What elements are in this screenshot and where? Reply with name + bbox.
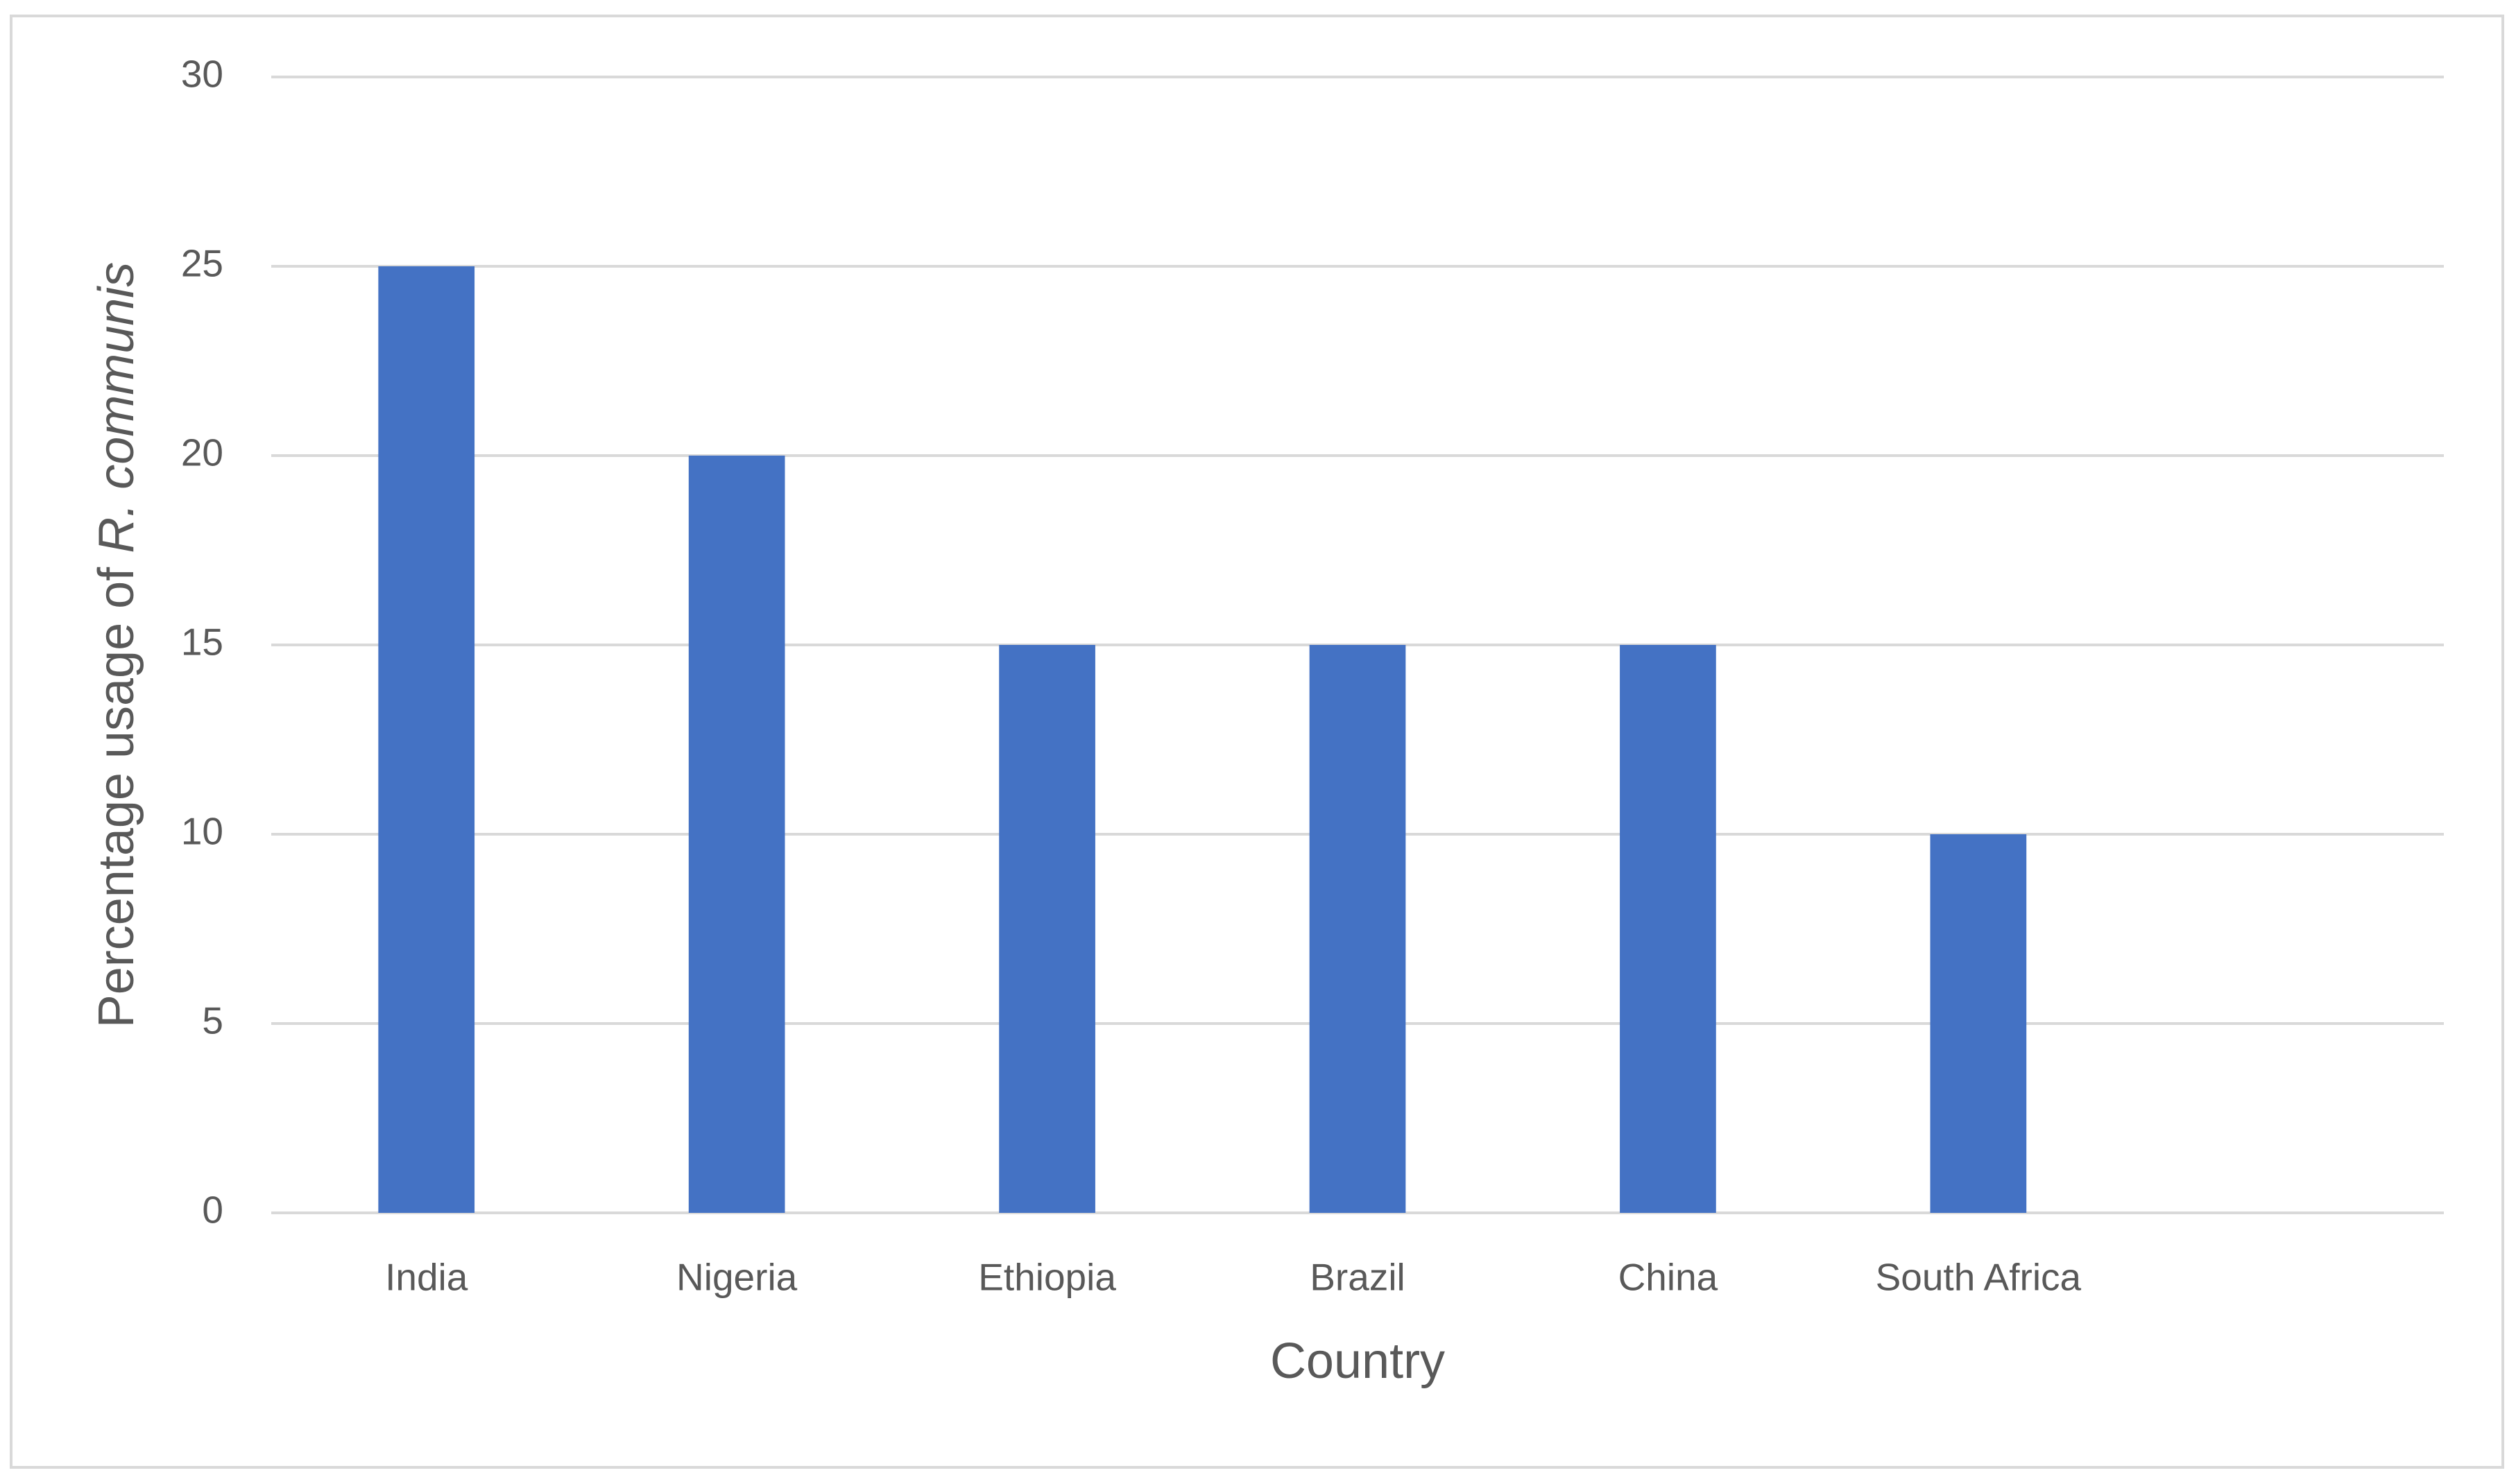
bar	[1930, 834, 2027, 1213]
x-axis-title: Country	[1270, 1334, 1445, 1389]
x-tick-label: Ethiopia	[978, 1256, 1116, 1299]
y-tick-label: 15	[181, 621, 223, 664]
x-tick-label: Brazil	[1310, 1256, 1405, 1299]
y-axis-title-plain: Percentage usage of	[89, 553, 144, 1028]
bar	[688, 456, 785, 1213]
y-tick-label: 25	[181, 242, 223, 285]
y-axis-title-italic: R. communis	[89, 262, 144, 553]
y-tick-label: 10	[181, 810, 223, 853]
y-tick-label: 0	[202, 1189, 223, 1232]
x-tick-label: Nigeria	[676, 1256, 798, 1299]
x-tick-label: South Africa	[1876, 1256, 2082, 1299]
y-axis-title: Percentage usage of R. communis	[89, 262, 144, 1028]
bar	[1309, 645, 1406, 1213]
bar	[1620, 645, 1716, 1213]
bar	[378, 266, 475, 1213]
x-tick-label: China	[1618, 1256, 1718, 1299]
y-tick-label: 20	[181, 431, 223, 474]
y-tick-label: 30	[181, 53, 223, 96]
bar	[999, 645, 1095, 1213]
x-tick-label: India	[385, 1256, 468, 1299]
y-tick-label: 5	[202, 999, 223, 1042]
